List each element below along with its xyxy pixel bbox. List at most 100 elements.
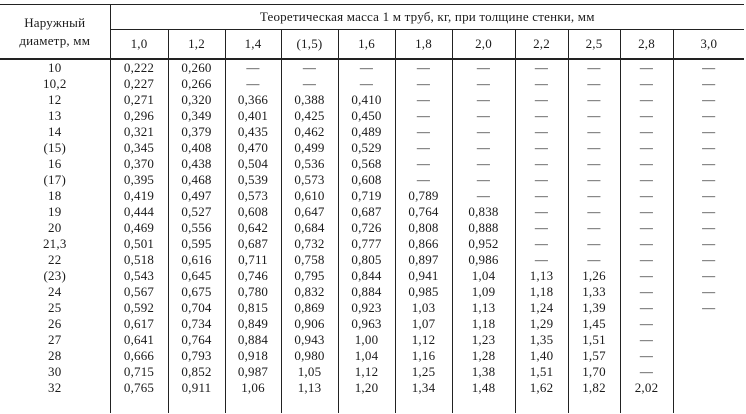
mass-value-cell: — bbox=[672, 284, 745, 300]
mass-value-cell: — bbox=[514, 220, 568, 236]
mass-value-cell: 0,764 bbox=[167, 332, 225, 348]
mass-value-cell: — bbox=[672, 140, 745, 156]
mass-value-cell: — bbox=[394, 172, 452, 188]
mass-value-cell: 0,504 bbox=[224, 156, 281, 172]
mass-value-cell: — bbox=[514, 108, 568, 124]
mass-value-cell: 1,40 bbox=[514, 348, 568, 364]
mass-value-cell: — bbox=[224, 76, 281, 92]
mass-value-cell: — bbox=[567, 156, 620, 172]
mass-value-cell: — bbox=[567, 252, 620, 268]
mass-value-cell: — bbox=[337, 76, 395, 92]
diameter-cell: (23) bbox=[43, 268, 66, 283]
mass-value-cell: 0,271 bbox=[109, 92, 168, 108]
mass-value-cell: 0,568 bbox=[337, 156, 395, 172]
mass-value-cell: 0,765 bbox=[109, 380, 168, 396]
thickness-header-cell: 1,2 bbox=[167, 29, 225, 60]
empty-cell bbox=[451, 396, 515, 413]
mass-value-cell: 0,592 bbox=[109, 300, 168, 316]
mass-value-cell: 1,18 bbox=[451, 316, 515, 332]
mass-value-cell: 1,09 bbox=[451, 284, 515, 300]
mass-value-cell: 1,82 bbox=[567, 380, 620, 396]
mass-value-cell: 0,795 bbox=[280, 268, 338, 284]
mass-value-cell: 0,758 bbox=[280, 252, 338, 268]
mass-value-cell: — bbox=[451, 108, 515, 124]
mass-value-cell: 0,349 bbox=[167, 108, 225, 124]
mass-value-cell: — bbox=[280, 59, 338, 76]
mass-value-cell: — bbox=[619, 124, 673, 140]
mass-value-cell: — bbox=[619, 316, 673, 332]
mass-value-cell: 0,529 bbox=[337, 140, 395, 156]
mass-value-cell: 0,468 bbox=[167, 172, 225, 188]
mass-value-cell: 0,789 bbox=[394, 188, 452, 204]
mass-value-cell: 0,780 bbox=[224, 284, 281, 300]
mass-value-cell: 1,48 bbox=[451, 380, 515, 396]
empty-cell bbox=[672, 396, 745, 413]
mass-value-cell: 0,608 bbox=[337, 172, 395, 188]
mass-value-cell: 0,987 bbox=[224, 364, 281, 380]
mass-value-cell: — bbox=[451, 172, 515, 188]
mass-value-cell: 0,296 bbox=[109, 108, 168, 124]
mass-value-cell: 0,844 bbox=[337, 268, 395, 284]
mass-value-cell: 0,963 bbox=[337, 316, 395, 332]
table-row: 22 0,518 0,616 0,711 0,758 0,805 0,897 0,986— — —… bbox=[0, 252, 745, 268]
mass-value-cell: 0,401 bbox=[224, 108, 281, 124]
mass-value-cell: 0,704 bbox=[167, 300, 225, 316]
mass-value-cell: 0,408 bbox=[167, 140, 225, 156]
mass-value-cell: 0,715 bbox=[109, 364, 168, 380]
diameter-cell: 20 bbox=[48, 220, 62, 235]
mass-value-cell: — bbox=[672, 236, 745, 252]
diameter-cell: 12 bbox=[48, 92, 62, 107]
mass-value-cell: — bbox=[567, 140, 620, 156]
mass-value-cell: — bbox=[567, 92, 620, 108]
mass-value-cell: — bbox=[619, 204, 673, 220]
table-row: 21,3 0,501 0,595 0,687 0,732 0,777 0,866 0,952—… bbox=[0, 236, 745, 252]
mass-value-cell: 1,20 bbox=[337, 380, 395, 396]
mass-value-cell: 1,12 bbox=[337, 364, 395, 380]
mass-value-cell: 0,470 bbox=[224, 140, 281, 156]
mass-value-cell: 0,497 bbox=[167, 188, 225, 204]
mass-value-cell: — bbox=[394, 108, 452, 124]
mass-value-cell: — bbox=[394, 59, 452, 76]
mass-value-cell: 0,469 bbox=[109, 220, 168, 236]
table-row: 27 0,641 0,764 0,884 0,943 1,00 1,12 1,23 1,35 1,… bbox=[0, 332, 745, 348]
mass-value-cell: — bbox=[394, 156, 452, 172]
table-row: (23) 0,543 0,645 0,746 0,795 0,844 0,941 1,04 1,… bbox=[0, 268, 745, 284]
mass-value-cell: 1,38 bbox=[451, 364, 515, 380]
empty-cell bbox=[514, 396, 568, 413]
mass-value-cell: 0,897 bbox=[394, 252, 452, 268]
mass-value-cell: 0,556 bbox=[167, 220, 225, 236]
mass-value-cell: 0,869 bbox=[280, 300, 338, 316]
mass-value-cell: — bbox=[394, 76, 452, 92]
diameter-cell: 18 bbox=[48, 188, 62, 203]
diameter-cell: 10 bbox=[48, 60, 62, 75]
mass-value-cell: 0,884 bbox=[337, 284, 395, 300]
mass-value-cell: — bbox=[567, 108, 620, 124]
mass-value-cell: 0,536 bbox=[280, 156, 338, 172]
mass-value-cell: 0,923 bbox=[337, 300, 395, 316]
table-filler-row bbox=[0, 396, 745, 413]
mass-value-cell: 0,543 bbox=[109, 268, 168, 284]
mass-value-cell bbox=[672, 316, 745, 332]
mass-value-cell: 0,595 bbox=[167, 236, 225, 252]
mass-value-cell: — bbox=[672, 220, 745, 236]
pipe-mass-table: Наружный диаметр, мм Теоретическая масса… bbox=[0, 4, 745, 413]
mass-value-cell: 0,425 bbox=[280, 108, 338, 124]
mass-value-cell: 0,395 bbox=[109, 172, 168, 188]
mass-value-cell: — bbox=[451, 140, 515, 156]
mass-value-cell: 0,527 bbox=[167, 204, 225, 220]
mass-value-cell: — bbox=[451, 188, 515, 204]
thickness-header-cell: 2,5 bbox=[567, 29, 620, 60]
mass-value-cell: — bbox=[514, 188, 568, 204]
mass-value-cell: — bbox=[394, 124, 452, 140]
mass-value-cell: — bbox=[567, 172, 620, 188]
mass-value-cell: 0,815 bbox=[224, 300, 281, 316]
diameter-cell: (17) bbox=[43, 172, 66, 187]
mass-value-cell: 0,227 bbox=[109, 76, 168, 92]
mass-value-cell: — bbox=[514, 252, 568, 268]
mass-value-cell: 0,616 bbox=[167, 252, 225, 268]
mass-value-cell: — bbox=[672, 108, 745, 124]
mass-value-cell: 1,29 bbox=[514, 316, 568, 332]
mass-value-cell: 1,13 bbox=[514, 268, 568, 284]
mass-value-cell: 0,793 bbox=[167, 348, 225, 364]
diameter-header-line2: диаметр, мм bbox=[19, 32, 91, 48]
